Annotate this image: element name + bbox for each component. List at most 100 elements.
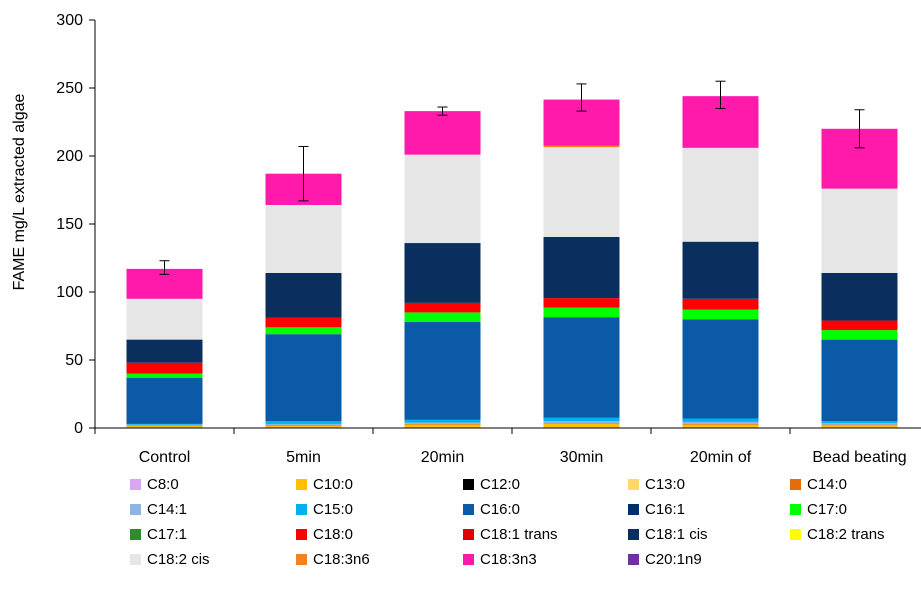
legend-label: C12:0 [480,476,521,493]
bar-segment-c14-1 [404,422,481,424]
bar-segment-c18-2-cis [821,188,898,273]
bar-segment-c10-0 [543,423,620,428]
legend-label: C17:1 [147,526,188,543]
legend-item: C18:3n6 [296,551,370,568]
legend-swatch [790,529,801,540]
legend-item: C17:0 [790,501,847,518]
legend-swatch [130,504,141,515]
legend-label: C13:0 [645,476,686,493]
bar-segment-c14-1 [682,421,759,424]
bar-segment-c15-0 [682,418,759,422]
legend-swatch [130,529,141,540]
bar-segment-c18-2-cis [126,298,203,340]
bar-segment-c18-3n6 [543,145,620,148]
legend-item: C18:1 cis [628,526,708,543]
legend-label: C16:0 [480,501,521,518]
legend-label: C16:1 [645,501,686,518]
bar-segment-c18-0 [682,298,759,310]
bar-segment-c18-1-cis [404,243,481,303]
bar-segment-c16-0 [821,339,898,422]
x-tick-label: 30min [560,449,604,466]
legend-label: C14:1 [147,501,188,518]
bar-segment-c18-0 [265,317,342,328]
legend-item: C13:0 [628,476,685,493]
y-axis-title: FAME mg/L extracted algae [11,93,28,290]
legend-item: C20:1n9 [628,551,702,568]
legend-label: C14:0 [807,476,848,493]
y-tick-label: 300 [56,12,83,29]
legend-label: C18:0 [313,526,354,543]
bar-segment-c18-1-cis [126,339,203,363]
bar-segment-c17-0 [821,330,898,340]
legend-item: C10:0 [296,476,353,493]
bar-segment-c18-0 [126,362,203,374]
bar-segment-c18-1-cis [543,236,620,299]
y-tick-label: 100 [56,284,83,301]
bar-segment-c16-0 [404,321,481,420]
x-tick-label: 5min [286,449,321,466]
bar-segment-c17-0 [126,373,203,378]
bar-segment-c14-0 [265,425,342,426]
legend-label: C17:0 [807,501,848,518]
legend-swatch [130,479,141,490]
legend-swatch [628,529,639,540]
bar-segment-c10-0 [821,425,898,428]
legend-item: C18:3n3 [463,551,537,568]
bar-segment-c18-0 [821,320,898,331]
bar-segment-c18-3n3 [404,111,481,155]
legend-swatch [463,479,474,490]
x-tick-label: 20min [421,449,465,466]
bar-segment-c15-0 [265,421,342,424]
legend-label: C18:1 cis [645,526,708,543]
bar-segment-c18-2-cis [404,154,481,244]
bar-segment-c14-0 [821,424,898,426]
bar-segment-c10-0 [265,425,342,428]
legend-swatch [463,554,474,565]
bar-segment-c18-0 [543,298,620,308]
bar-segment-c14-0 [543,423,620,424]
legend-label: C8:0 [147,476,179,493]
legend-swatch [790,479,801,490]
legend-item: C14:0 [790,476,847,493]
bar-segment-c16-0 [543,317,620,418]
legend-label: C10:0 [313,476,354,493]
legend-swatch [296,554,307,565]
legend-label: C18:1 trans [480,526,558,543]
bar-segment-c17-0 [265,327,342,335]
bar-segment-c15-0 [543,417,620,422]
legend-swatch [628,554,639,565]
bar-segment-c18-1-cis [265,272,342,318]
legend-item: C18:2 cis [130,551,210,568]
y-tick-label: 150 [56,216,83,233]
legend-item: C12:0 [463,476,520,493]
legend-swatch [130,554,141,565]
legend-label: C18:3n3 [480,551,537,568]
bar-segment-c15-0 [126,423,203,425]
bar-segment-c14-0 [126,425,203,426]
bar-segment-c18-0 [404,302,481,313]
y-tick-label: 200 [56,148,83,165]
legend-label: C18:2 trans [807,526,885,543]
legend-label: C15:0 [313,501,354,518]
legend-item: C17:1 [130,526,187,543]
bar-segment-c16-0 [126,377,203,424]
legend-label: C18:2 cis [147,551,210,568]
x-tick-label: 20min of [690,449,752,466]
legend-label: C20:1n9 [645,551,702,568]
bar-segment-c16-0 [265,334,342,422]
bar-segment-c18-1-cis [821,272,898,321]
legend-item: C18:0 [296,526,353,543]
legend-item: C16:1 [628,501,685,518]
legend-swatch [790,504,801,515]
legend-swatch [463,529,474,540]
y-tick-label: 50 [65,352,83,369]
legend-item: C16:0 [463,501,520,518]
bar-segment-c14-1 [821,423,898,425]
legend-swatch [296,504,307,515]
bar-segment-c15-0 [821,421,898,424]
legend-item: C18:1 trans [463,526,558,543]
bar-segment-c10-0 [682,424,759,428]
x-tick-label: Bead beating [812,449,906,466]
bar-segment-c14-1 [126,424,203,426]
legend-item: C18:2 trans [790,526,885,543]
